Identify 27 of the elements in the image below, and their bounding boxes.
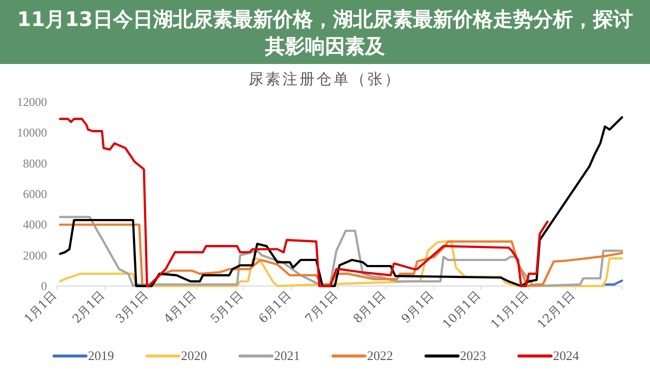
legend-label: 2023 [460,348,486,363]
x-tick-label: 6月1日 [256,288,294,326]
y-tick-label: 2000 [23,248,47,262]
x-tick-label: 8月1日 [350,288,388,326]
y-tick-label: 4000 [23,218,47,232]
legend-label: 2019 [88,348,114,363]
y-tick-label: 6000 [23,187,47,201]
x-tick-label: 3月1日 [113,288,151,326]
x-tick-label: 7月1日 [302,288,340,326]
x-tick-label: 10月1日 [440,288,483,332]
legend-label: 2021 [274,348,300,363]
chart-title: 尿素注册仓单（张） [248,71,402,88]
x-tick-label: 11月1日 [488,288,531,332]
x-tick-label: 5月1日 [208,288,246,326]
x-tick-label: 4月1日 [161,288,199,326]
legend-label: 2024 [553,348,580,363]
x-tick-label: 12月1日 [534,288,578,332]
legend-label: 2022 [367,348,393,363]
y-tick-label: 8000 [23,156,47,170]
chart-subtitle: 11月13日今日湖北尿素最新价格，湖北尿素最新价格走势分析，探讨其影响因素及 [17,7,633,58]
y-tick-label: 10000 [17,126,47,140]
x-tick-label: 2月1日 [70,288,108,326]
x-tick-label: 9月1日 [398,288,436,326]
y-tick-label: 0 [41,279,47,293]
legend-label: 2020 [181,348,207,363]
subtitle: 11月13日今日湖北尿素最新价格，湖北尿素最新价格走势分析，探讨其影响因素及 [0,0,650,64]
y-tick-label: 12000 [17,95,47,109]
